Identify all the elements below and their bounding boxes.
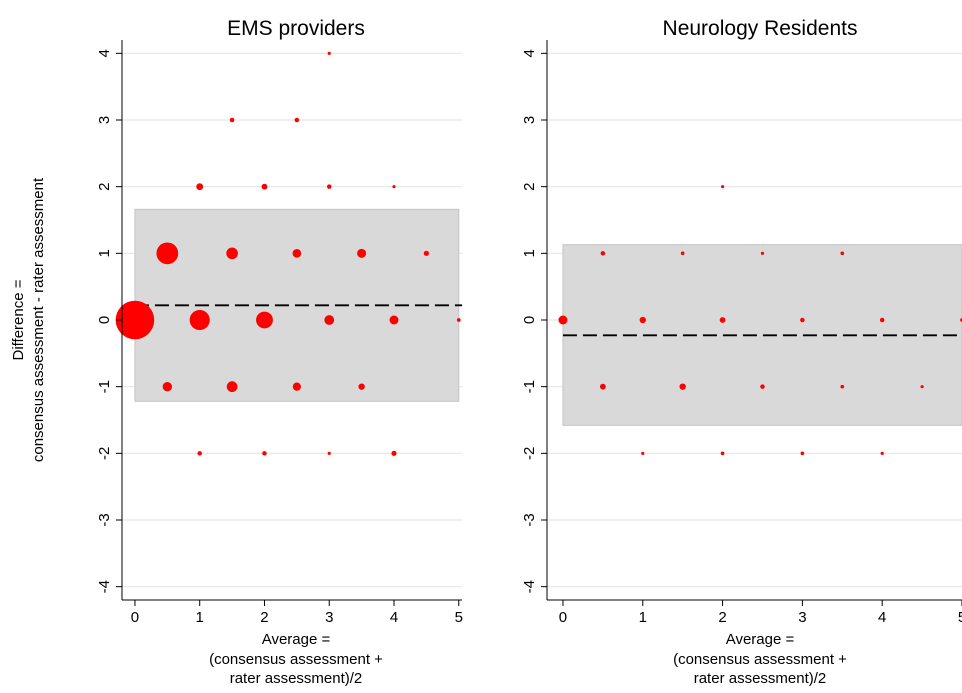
axes: -4 -3 -2 -1 0 1 2 3 4 0 1 2 3 4 5 [96, 40, 463, 626]
data-point [294, 117, 300, 123]
y-tick-label: 1 [521, 249, 538, 257]
data-points [115, 51, 461, 456]
y-tick-label: 3 [521, 116, 538, 124]
data-points [558, 185, 962, 456]
y-axis-label-line-2: consensus assessment - rater assessment [30, 177, 47, 462]
panel-title: Neurology Residents [663, 17, 858, 40]
data-point [880, 451, 884, 455]
y-tick-label: -3 [521, 513, 538, 526]
x-axis-label-line-1: Average = [262, 631, 331, 648]
y-tick-label: 2 [96, 182, 113, 190]
data-point [327, 451, 331, 455]
data-point [600, 251, 606, 256]
data-point [599, 383, 606, 390]
y-tick-label: 4 [96, 49, 113, 57]
x-tick-label: 3 [798, 609, 806, 626]
panel-title: EMS providers [227, 17, 365, 40]
data-point [326, 184, 332, 189]
data-point [840, 251, 845, 256]
y-tick-label: 0 [96, 316, 113, 324]
data-point [391, 450, 397, 456]
y-tick-label: -4 [96, 580, 113, 593]
x-axis-label-line-3: rater assessment)/2 [230, 670, 363, 687]
data-point [229, 117, 235, 123]
y-tick-label: -3 [96, 513, 113, 526]
data-point [226, 247, 238, 260]
data-point [115, 300, 155, 340]
data-point [389, 315, 399, 325]
axes: -4 -3 -2 -1 0 1 2 3 4 0 1 2 3 4 5 [521, 40, 962, 626]
agreement-band [134, 208, 462, 402]
shared-y-axis-label: Difference = consensus assessment - rate… [10, 177, 47, 462]
x-tick-label: 0 [559, 609, 567, 626]
data-point [197, 451, 202, 456]
data-point [639, 316, 646, 324]
x-axis-label-line-2: (consensus assessment + [209, 651, 383, 668]
data-point [327, 51, 331, 55]
data-point [760, 251, 765, 255]
data-point [558, 315, 568, 325]
y-tick-label: 3 [96, 116, 113, 124]
y-tick-label: 0 [521, 316, 538, 324]
x-axis-label-line-2: (consensus assessment + [673, 651, 847, 668]
data-point [679, 383, 686, 390]
data-point [292, 249, 302, 258]
data-point [920, 385, 924, 389]
data-point [292, 382, 301, 391]
y-tick-label: -2 [96, 447, 113, 460]
data-point [162, 381, 173, 392]
x-tick-label: 2 [260, 609, 268, 626]
data-point [800, 317, 805, 323]
x-axis-label-line-1: Average = [726, 631, 795, 648]
agreement-band-rect [562, 244, 962, 426]
y-tick-label: -1 [521, 380, 538, 393]
data-point [357, 248, 367, 258]
x-axis-label: Average = (consensus assessment + rater … [209, 631, 383, 687]
data-point [156, 242, 179, 265]
data-point [423, 250, 429, 256]
data-point [392, 185, 396, 189]
x-tick-label: 4 [390, 609, 398, 626]
data-point [196, 183, 204, 191]
data-point [840, 384, 845, 389]
panel-ems-providers: EMS providers -4 -3 -2 -1 0 1 2 3 4 0 1 2 3 4 5 Averag… [96, 17, 463, 687]
x-tick-label: 2 [718, 609, 726, 626]
y-axis-label-line-1: Difference = [10, 279, 27, 360]
agreement-band [562, 244, 962, 426]
y-tick-label: -2 [521, 447, 538, 460]
data-point [189, 309, 210, 331]
y-tick-label: 1 [96, 249, 113, 257]
data-point [720, 451, 725, 456]
data-point [719, 317, 726, 323]
data-point [879, 317, 885, 323]
data-point [262, 451, 267, 456]
x-tick-label: 4 [878, 609, 886, 626]
data-point [760, 384, 765, 389]
data-point [680, 251, 685, 256]
x-tick-label: 0 [131, 609, 139, 626]
y-tick-label: 2 [521, 182, 538, 190]
data-point [261, 183, 268, 190]
x-tick-label: 5 [958, 609, 962, 626]
data-point [324, 315, 335, 325]
data-point [720, 185, 725, 189]
x-axis-label: Average = (consensus assessment + rater … [673, 631, 847, 687]
data-point [456, 318, 461, 322]
y-tick-label: -1 [96, 380, 113, 393]
x-tick-label: 1 [196, 609, 204, 626]
y-tick-label: 4 [521, 49, 538, 57]
x-tick-label: 5 [455, 609, 463, 626]
x-axis-label-line-3: rater assessment)/2 [694, 670, 827, 687]
x-tick-label: 1 [639, 609, 647, 626]
data-point [358, 383, 365, 390]
x-tick-label: 3 [325, 609, 333, 626]
data-point [256, 311, 273, 329]
y-tick-label: -4 [521, 580, 538, 593]
data-point [226, 381, 238, 393]
panel-neurology-residents: Neurology Residents -4-3-2-101234012345 … [521, 17, 962, 687]
data-point [641, 451, 645, 455]
data-point [800, 451, 805, 456]
